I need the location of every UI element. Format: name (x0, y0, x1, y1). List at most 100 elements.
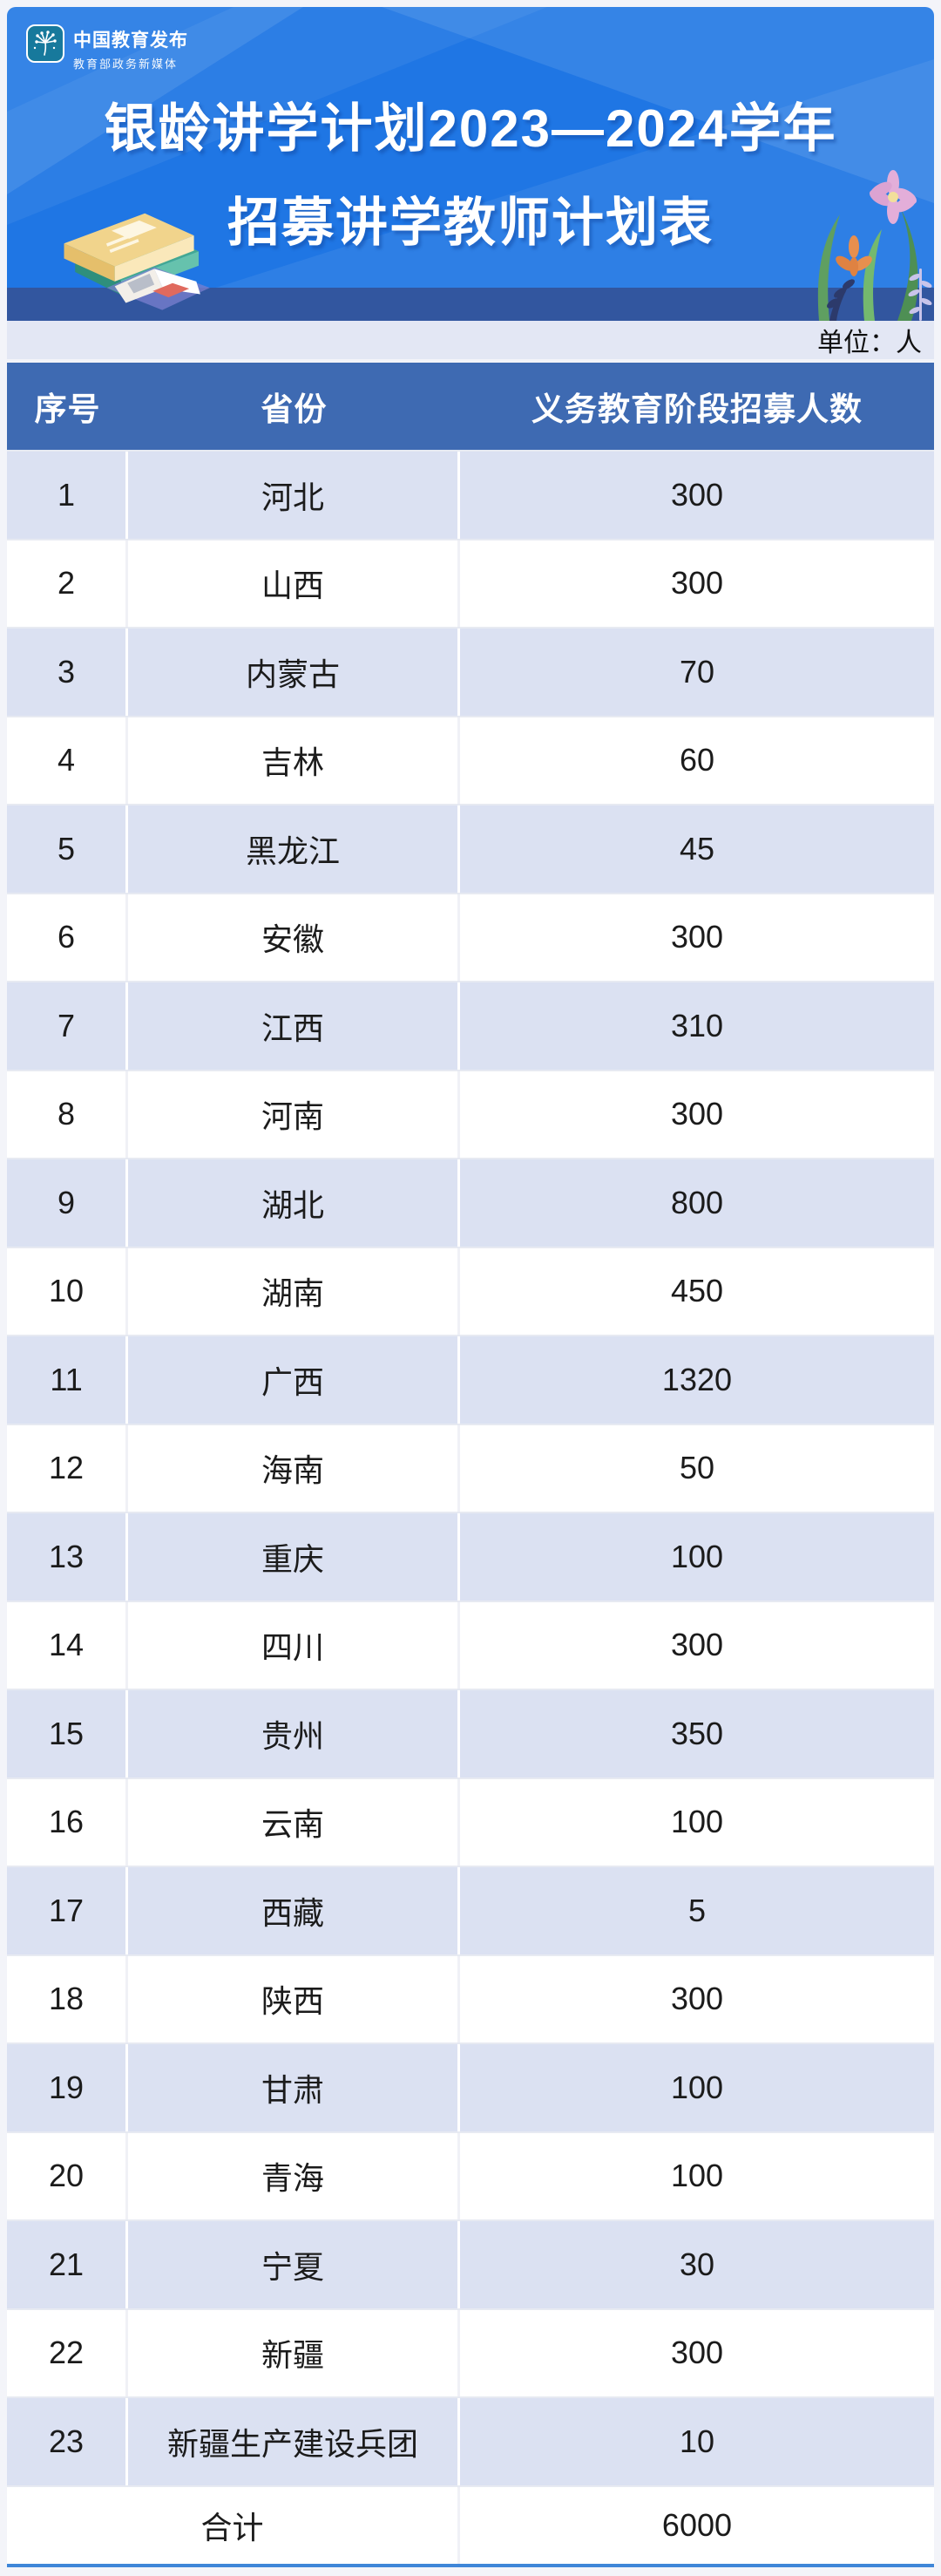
row-index-cell: 14 (7, 1601, 129, 1689)
table-row: 18 陕西 300 (7, 1954, 934, 2042)
row-index-cell: 2 (7, 540, 129, 627)
province-cell: 黑龙江 (128, 805, 460, 893)
province-cell: 重庆 (128, 1513, 460, 1601)
banner: 中国教育发布 教育部政务新媒体 银龄讲学计划2023—2024学年 招募讲学教师… (7, 7, 934, 321)
row-index-cell: 11 (7, 1336, 129, 1424)
province-cell: 吉林 (128, 717, 460, 804)
logo-badge (26, 24, 64, 63)
row-index-cell: 18 (7, 1955, 129, 2042)
province-cell: 陕西 (128, 1955, 460, 2042)
row-index-cell: 7 (7, 982, 129, 1070)
row-index-cell: 13 (7, 1513, 129, 1601)
count-cell: 300 (670, 476, 724, 513)
table-row: 11 广西 1320 (7, 1335, 934, 1424)
row-index-cell: 23 (7, 2398, 129, 2485)
count-cell: 300 (670, 2335, 724, 2371)
header-cell-province: 省份 (261, 391, 328, 427)
table-row: 7 江西 310 (7, 981, 934, 1070)
province-cell: 广西 (128, 1336, 460, 1424)
count-cell: 30 (679, 2246, 714, 2282)
total-value-cell: 6000 (661, 2506, 733, 2543)
count-cell: 300 (670, 1981, 724, 2017)
table-row: 9 湖北 800 (7, 1158, 934, 1247)
banner-title-line2: 招募讲学教师计划表 (227, 194, 714, 252)
table-row: 14 四川 300 (7, 1600, 934, 1689)
row-index-cell: 3 (7, 629, 129, 716)
province-cell: 青海 (128, 2132, 460, 2219)
table-row: 22 新疆 300 (7, 2308, 934, 2396)
count-cell: 300 (670, 1627, 724, 1663)
count-cell: 60 (679, 742, 714, 778)
count-cell: 100 (670, 2158, 724, 2194)
table-row: 8 河南 300 (7, 1069, 934, 1158)
count-cell: 100 (670, 1804, 724, 1840)
total-label-cell: 合计 (7, 2486, 460, 2564)
table-row: 4 吉林 60 (7, 715, 934, 804)
logo: 中国教育发布 教育部政务新媒体 (26, 24, 188, 71)
province-cell: 新疆生产建设兵团 (128, 2398, 460, 2485)
row-index-cell: 5 (7, 805, 129, 893)
total-row: 合计 6000 (7, 2484, 934, 2567)
table-row: 20 青海 100 (7, 2131, 934, 2219)
table-body: 1 河北 300 2 山西 300 3 内蒙古 70 4 吉林 60 5 黑龙江 45 6 安徽 300 7 江西 31… (7, 450, 934, 2485)
row-index-cell: 22 (7, 2309, 129, 2396)
flowers-grass-icon (817, 170, 932, 321)
table-row: 2 山西 300 (7, 538, 934, 627)
table-row: 10 湖南 450 (7, 1246, 934, 1335)
row-index-cell: 15 (7, 1690, 129, 1777)
province-cell: 新疆 (128, 2309, 460, 2396)
row-index-cell: 19 (7, 2044, 129, 2131)
banner-title: 银龄讲学计划2023—2024学年 招募讲学教师计划表 (7, 82, 934, 270)
table-row: 5 黑龙江 45 (7, 804, 934, 893)
banner-diagonal-shapes (7, 7, 934, 321)
count-cell: 800 (670, 1184, 724, 1220)
count-cell: 300 (670, 565, 724, 602)
count-cell: 100 (670, 1538, 724, 1574)
province-cell: 云南 (128, 1778, 460, 1866)
province-cell: 海南 (128, 1424, 460, 1512)
province-cell: 内蒙古 (128, 629, 460, 716)
count-cell: 5 (687, 1892, 706, 1928)
province-cell: 贵州 (128, 1690, 460, 1777)
table-row: 21 宁夏 30 (7, 2219, 934, 2308)
row-index-cell: 20 (7, 2132, 129, 2219)
row-index-cell: 12 (7, 1424, 129, 1512)
province-cell: 山西 (128, 540, 460, 627)
count-cell: 300 (670, 1096, 724, 1132)
row-index-cell: 8 (7, 1071, 129, 1158)
count-cell: 50 (679, 1450, 714, 1486)
row-index-cell: 1 (7, 452, 129, 539)
province-cell: 江西 (128, 982, 460, 1070)
row-index-cell: 17 (7, 1867, 129, 1954)
banner-title-line1: 银龄讲学计划2023—2024学年 (104, 99, 837, 158)
table-row: 12 海南 50 (7, 1423, 934, 1512)
header-cell-count: 义务教育阶段招募人数 (531, 391, 863, 427)
count-cell: 100 (670, 2069, 724, 2105)
province-cell: 湖南 (128, 1247, 460, 1335)
province-cell: 河南 (128, 1071, 460, 1158)
table-row: 16 云南 100 (7, 1777, 934, 1866)
table-header-row: 序号 省份 义务教育阶段招募人数 (7, 363, 934, 450)
table-row: 1 河北 300 (7, 450, 934, 539)
table-row: 23 新疆生产建设兵团 10 (7, 2396, 934, 2485)
row-index-cell: 6 (7, 894, 129, 981)
row-index-cell: 9 (7, 1159, 129, 1247)
province-cell: 安徽 (128, 894, 460, 981)
count-cell: 450 (670, 1273, 724, 1309)
logo-title: 中国教育发布 (73, 31, 188, 51)
header-cell-index: 序号 (34, 391, 101, 427)
province-cell: 河北 (128, 452, 460, 539)
count-cell: 45 (679, 830, 714, 867)
province-cell: 甘肃 (128, 2044, 460, 2131)
count-cell: 350 (670, 1715, 724, 1751)
row-index-cell: 16 (7, 1778, 129, 1866)
table-row: 15 贵州 350 (7, 1689, 934, 1777)
count-cell: 70 (679, 653, 714, 690)
count-cell: 310 (670, 1007, 724, 1043)
province-cell: 西藏 (128, 1867, 460, 1954)
province-cell: 宁夏 (128, 2221, 460, 2308)
count-cell: 10 (679, 2423, 714, 2459)
table-row: 6 安徽 300 (7, 892, 934, 981)
province-cell: 湖北 (128, 1159, 460, 1247)
